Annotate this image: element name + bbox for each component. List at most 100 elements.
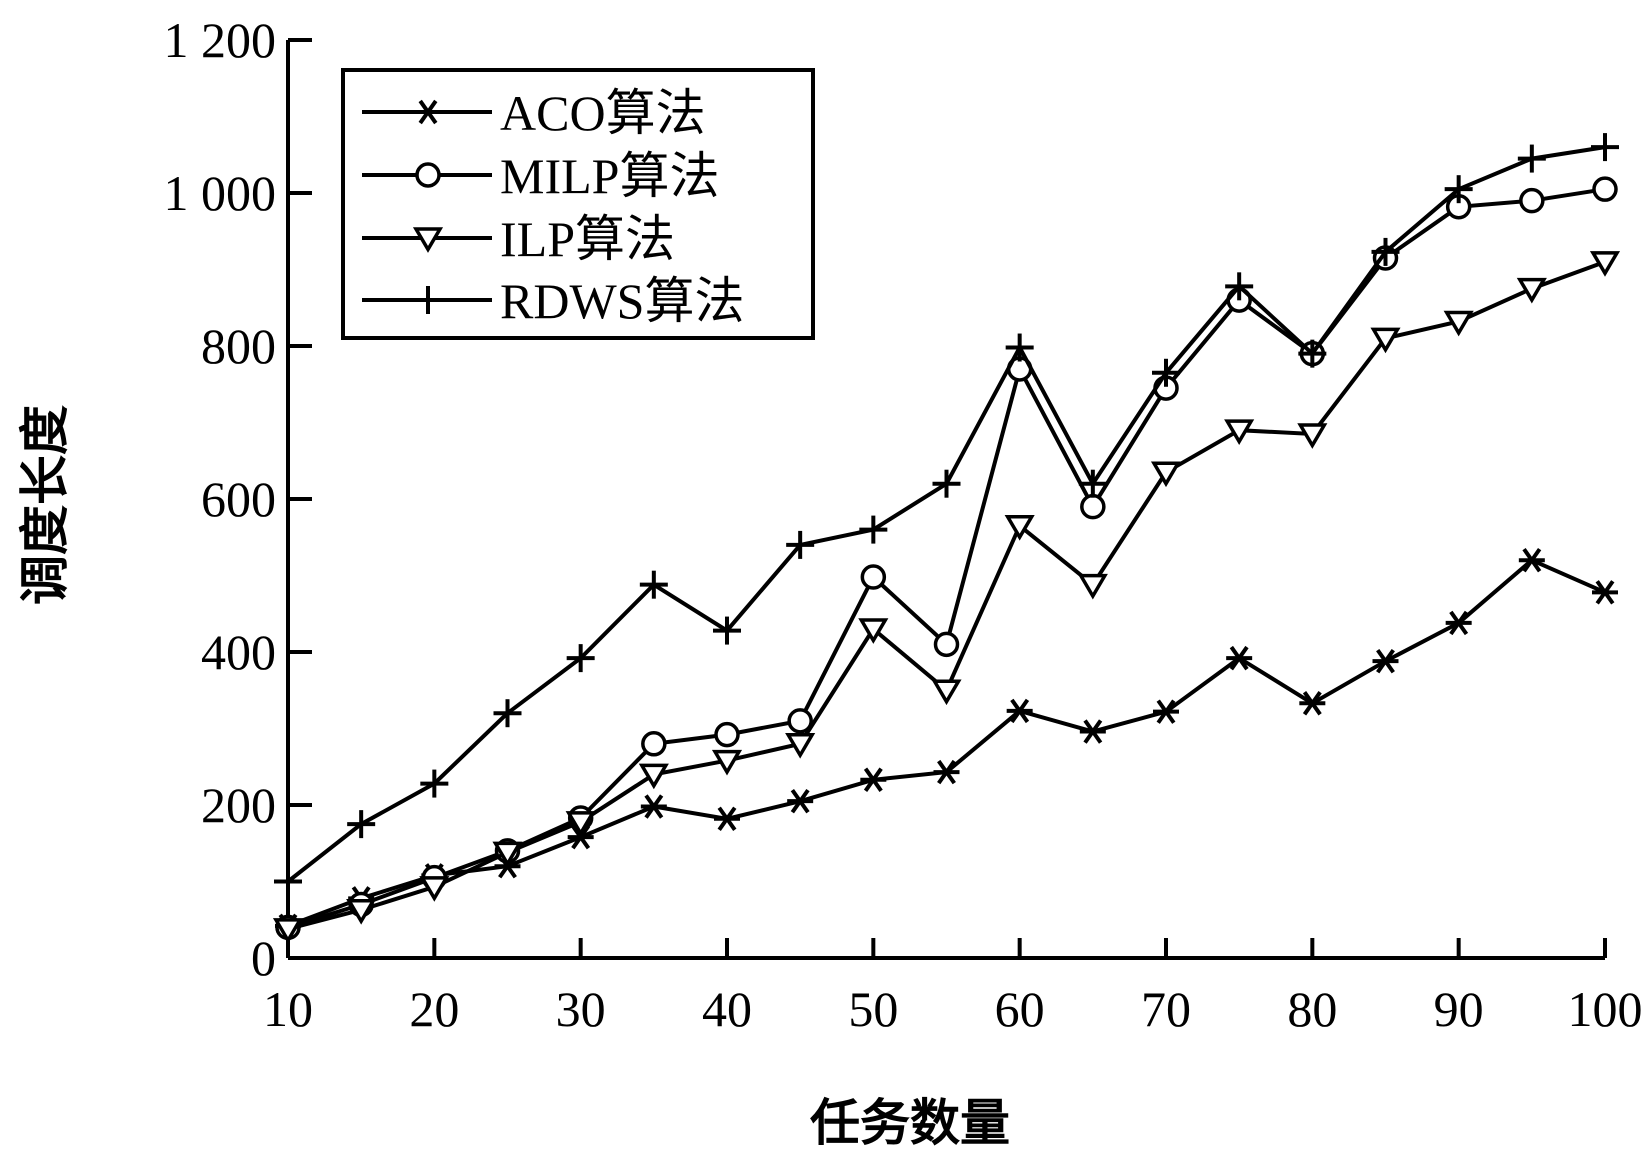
data-point: [1006, 698, 1033, 724]
y-tick-label: 1 200: [164, 12, 277, 68]
series-line: [287, 260, 1606, 931]
data-point: [787, 788, 814, 814]
data-point: [711, 749, 743, 776]
data-point: [1371, 237, 1400, 266]
data-point: [566, 644, 595, 673]
data-point: [933, 631, 960, 658]
data-point: [858, 618, 889, 644]
y-tick-label: 400: [201, 624, 276, 680]
data-point: [415, 99, 441, 125]
data-point: [1077, 573, 1108, 600]
data-point: [415, 162, 441, 188]
data-point: [641, 731, 667, 757]
legend-item: RDWS算法: [362, 273, 744, 329]
series-layer: [272, 133, 1621, 944]
data-point: [713, 616, 741, 645]
x-tick-label: 100: [1568, 981, 1643, 1037]
data-point: [1152, 358, 1180, 387]
data-point: [1004, 515, 1035, 541]
series-line: [287, 557, 1606, 928]
data-point: [1519, 187, 1545, 214]
data-point: [565, 811, 596, 837]
data-point: [640, 794, 667, 819]
data-point: [859, 515, 888, 544]
data-point: [932, 469, 961, 498]
data-point: [1150, 461, 1182, 488]
x-tick-label: 90: [1434, 981, 1484, 1037]
data-point: [1516, 277, 1547, 304]
data-point: [1226, 645, 1253, 671]
data-point: [419, 876, 450, 902]
x-tick-label: 60: [995, 981, 1045, 1037]
data-point: [785, 733, 816, 759]
x-axis-title: 任务数量: [810, 1094, 1010, 1152]
x-tick-label: 20: [409, 981, 459, 1037]
data-point: [714, 806, 740, 831]
data-point: [347, 810, 376, 839]
data-point: [1518, 547, 1545, 573]
data-point: [346, 899, 377, 925]
y-tick-label: 600: [201, 471, 276, 527]
data-point: [492, 841, 523, 868]
data-point: [1370, 327, 1401, 354]
data-point: [1591, 133, 1619, 162]
data-point: [567, 824, 594, 850]
x-tick-label: 50: [848, 981, 898, 1037]
axes: 0 200 400 600 800 1 000 1 200 10 20 30 40 50 60 70 80 9…: [164, 12, 1643, 1037]
data-point: [1592, 176, 1618, 202]
y-tick-label: 800: [201, 318, 276, 374]
series-plus: [274, 133, 1619, 896]
data-point: [714, 721, 740, 748]
data-point: [639, 570, 668, 599]
data-point: [1297, 423, 1328, 449]
data-point: [1080, 493, 1106, 520]
y-tick-label: 0: [251, 930, 276, 986]
x-tick-label: 10: [263, 981, 313, 1037]
data-point: [1225, 272, 1254, 301]
data-point: [638, 763, 669, 790]
x-tick-label: 40: [702, 981, 752, 1037]
legend-item: MILP算法: [362, 148, 719, 204]
data-point: [1078, 469, 1107, 498]
data-point: [1299, 691, 1326, 716]
data-point: [1517, 144, 1546, 173]
data-point: [272, 918, 304, 944]
data-point: [1592, 580, 1618, 605]
series-triangle-down: [272, 251, 1621, 944]
legend-label: RDWS算法: [500, 273, 744, 329]
x-tick-label: 80: [1287, 981, 1337, 1037]
data-point: [1445, 610, 1472, 636]
legend-item: ILP算法: [362, 211, 675, 267]
data-point: [1298, 339, 1327, 368]
data-point: [787, 708, 813, 734]
data-point: [420, 769, 449, 798]
y-tick-label: 1 000: [164, 165, 277, 221]
data-point: [1005, 333, 1034, 362]
data-point: [274, 867, 302, 896]
y-axis-title: 调度长度: [16, 405, 74, 605]
data-point: [860, 564, 887, 590]
data-point: [1079, 719, 1106, 744]
data-point: [414, 286, 442, 314]
data-point: [412, 227, 444, 253]
data-point: [1153, 699, 1179, 724]
data-point: [933, 759, 960, 785]
data-point: [1589, 251, 1621, 277]
data-point: [786, 530, 815, 559]
legend-box: [341, 68, 815, 340]
x-tick-label: 30: [556, 981, 606, 1037]
x-tick-label: 70: [1141, 981, 1191, 1037]
legend: ACO算法 MILP算法 ILP算法 RDWS算法: [341, 68, 815, 340]
data-point: [931, 679, 962, 706]
data-point: [1372, 648, 1399, 674]
y-tick-label: 200: [201, 777, 276, 833]
data-point: [1224, 419, 1255, 446]
legend-item: ACO算法: [362, 85, 706, 141]
legend-label: ILP算法: [500, 211, 675, 267]
legend-label: ACO算法: [500, 85, 706, 141]
legend-label: MILP算法: [500, 148, 719, 204]
data-point: [1444, 175, 1473, 204]
data-point: [860, 767, 887, 792]
data-point: [1443, 310, 1474, 337]
